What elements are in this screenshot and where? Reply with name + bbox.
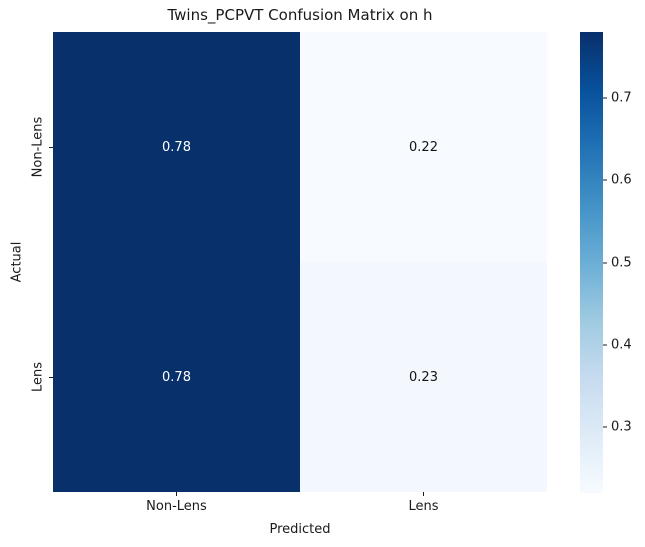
x-tick-label-nonlens: Non-Lens — [146, 499, 207, 514]
y-tick-label-lens: Lens — [30, 361, 46, 393]
colorbar-tick-label: 0.6 — [611, 172, 632, 188]
heatmap-cell-actual-lens-pred-lens: 0.23 — [300, 262, 547, 492]
colorbar-tick-mark — [603, 344, 607, 346]
colorbar-tick: 0.7 — [603, 90, 632, 105]
y-tick-mark — [49, 377, 53, 378]
heatmap-cell-actual-nonlens-pred-nonlens: 0.78 — [53, 32, 300, 262]
cell-value: 0.23 — [409, 369, 438, 385]
colorbar-tick-label: 0.3 — [611, 419, 632, 435]
cell-value: 0.22 — [409, 139, 438, 155]
heatmap-cell-actual-lens-pred-nonlens: 0.78 — [53, 262, 300, 492]
heatmap-cell-actual-nonlens-pred-lens: 0.22 — [300, 32, 547, 262]
colorbar-tick: 0.4 — [603, 337, 632, 352]
cell-value: 0.78 — [162, 369, 191, 385]
heatmap-grid: 0.78 0.22 0.78 0.23 — [53, 32, 547, 492]
y-tick-label-nonlens: Non-Lens — [30, 116, 46, 178]
x-tick-mark — [176, 492, 177, 496]
x-tick-mark — [423, 492, 424, 496]
colorbar-tick-mark — [603, 97, 607, 99]
colorbar-tick: 0.3 — [603, 420, 632, 435]
x-tick-label-lens: Lens — [408, 499, 439, 514]
colorbar-tick-label: 0.7 — [611, 90, 632, 106]
x-axis-label: Predicted — [269, 522, 331, 537]
cell-value: 0.78 — [162, 139, 191, 155]
colorbar-tick-mark — [603, 426, 607, 428]
colorbar-tick-label: 0.4 — [611, 337, 632, 353]
colorbar-tick-mark — [603, 262, 607, 263]
colorbar-tick-label: 0.5 — [611, 255, 632, 270]
colorbar: 0.7 0.6 0.5 0.4 0.3 — [580, 32, 640, 493]
colorbar-tick: 0.6 — [603, 173, 632, 188]
y-axis-label: Actual — [9, 241, 25, 283]
y-tick-mark — [49, 147, 53, 148]
colorbar-gradient — [580, 32, 603, 493]
colorbar-tick-mark — [603, 179, 607, 181]
colorbar-tick: 0.5 — [603, 255, 632, 270]
chart-title: Twins_PCPVT Confusion Matrix on h — [167, 6, 433, 24]
